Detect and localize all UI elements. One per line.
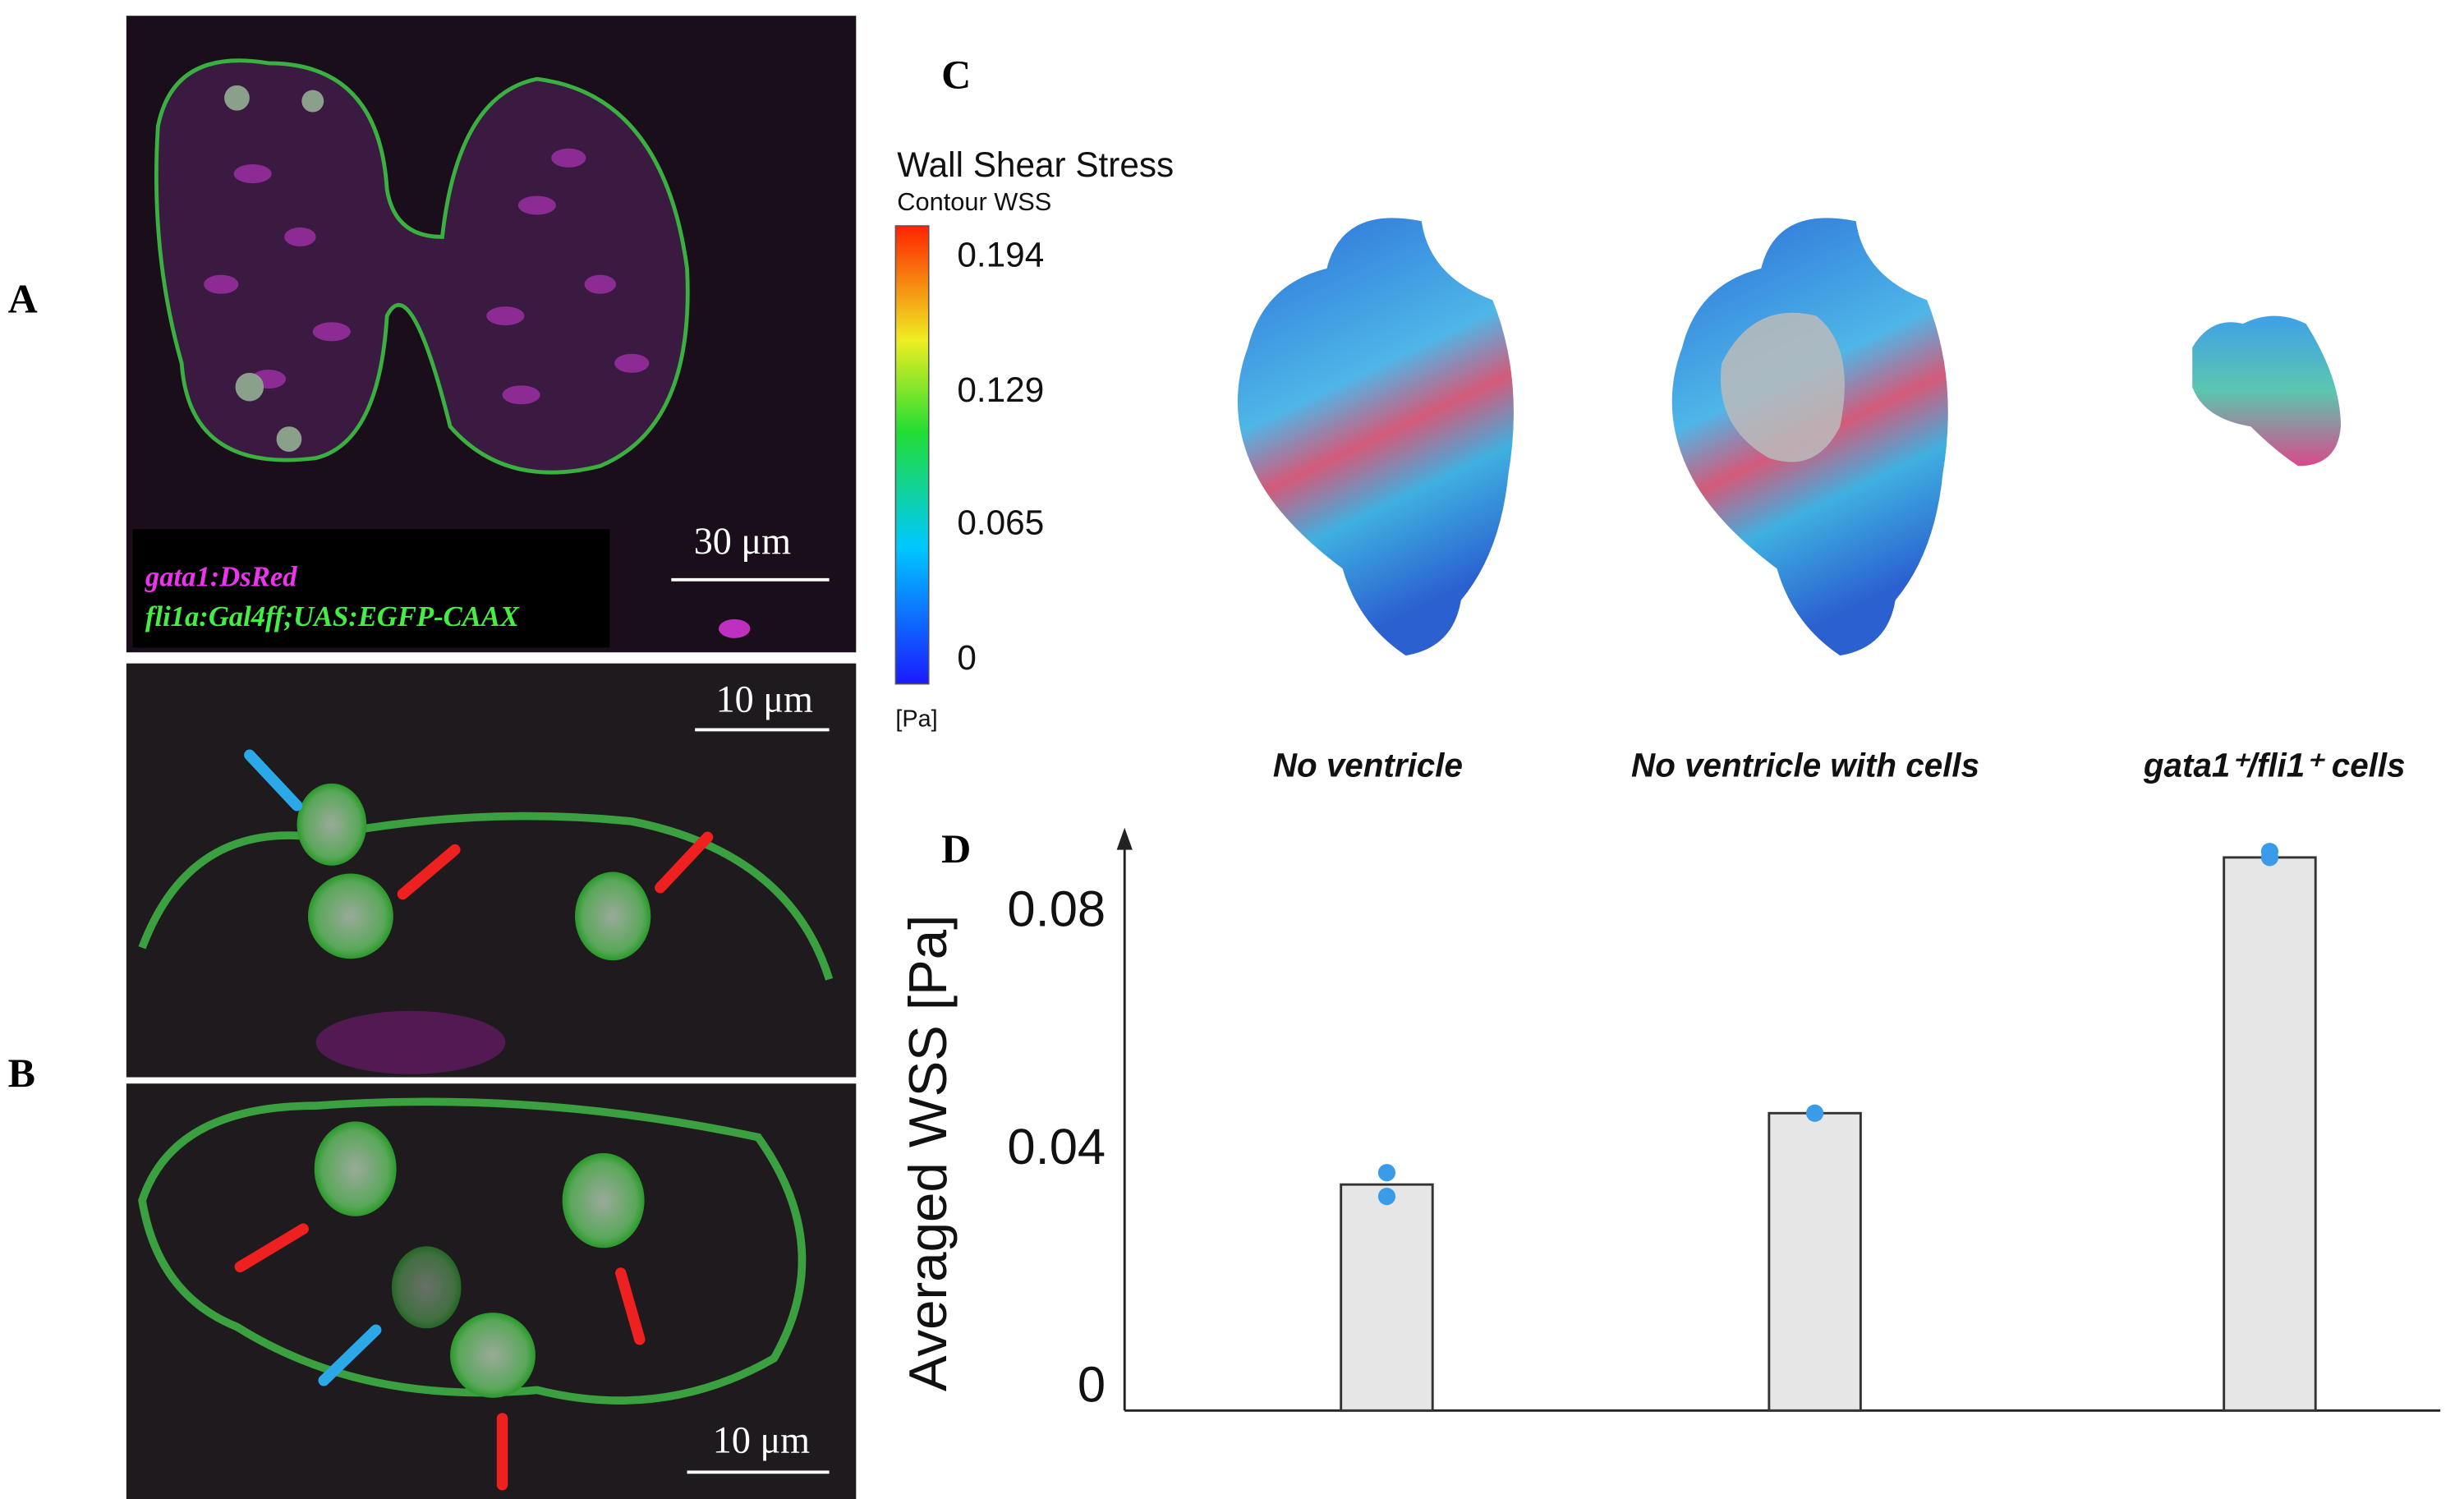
y-axis-label: Averaged WSS [Pa] bbox=[898, 915, 958, 1391]
category-label: No ventricle bbox=[1273, 746, 1463, 784]
panel-label: C bbox=[941, 52, 971, 98]
scale-bar-label: 30 μm bbox=[694, 520, 791, 562]
data-point bbox=[2260, 848, 2279, 867]
panel-label: A bbox=[8, 276, 38, 322]
data-point bbox=[1806, 1104, 1824, 1122]
legend-entry: gata1:DsRed bbox=[145, 562, 297, 593]
legend-entry: fli1a:Gal4ff;UAS:EGFP-CAAX bbox=[145, 601, 520, 632]
heart-models bbox=[1237, 218, 2341, 656]
category-label: No ventricle with cells bbox=[1631, 746, 1979, 784]
panel-label: B bbox=[8, 1050, 35, 1096]
colorbar-unit: [Pa] bbox=[895, 706, 937, 733]
y-tick-label: 0.08 bbox=[1007, 881, 1106, 937]
colorbar bbox=[894, 225, 930, 685]
scale-bar-label: 10 μm bbox=[713, 1419, 810, 1460]
data-point bbox=[1377, 1188, 1396, 1206]
bar bbox=[2223, 856, 2317, 1412]
axis-arrow bbox=[1116, 827, 1133, 850]
colorbar-tick-label: 0.194 bbox=[957, 235, 1044, 274]
colorbar-subtitle: Contour WSS bbox=[897, 187, 1051, 216]
panel-a-image bbox=[126, 16, 857, 653]
panel-label: D bbox=[941, 825, 971, 871]
colorbar-tick-label: 0.065 bbox=[957, 503, 1044, 542]
data-point bbox=[1377, 1164, 1396, 1182]
category-label: gata1⁺/fli1⁺ cells bbox=[2143, 746, 2406, 784]
y-tick-label: 0 bbox=[1078, 1357, 1106, 1414]
colorbar-title: Wall Shear Stress bbox=[897, 145, 1174, 184]
bar bbox=[1768, 1111, 1862, 1412]
bar bbox=[1340, 1183, 1434, 1412]
y-tick-label: 0.04 bbox=[1007, 1119, 1106, 1175]
scale-bar-label: 10 μm bbox=[716, 678, 813, 720]
colorbar-tick-label: 0 bbox=[957, 638, 977, 677]
colorbar-tick-label: 0.129 bbox=[957, 370, 1044, 409]
panel-b-image bbox=[126, 663, 857, 1499]
